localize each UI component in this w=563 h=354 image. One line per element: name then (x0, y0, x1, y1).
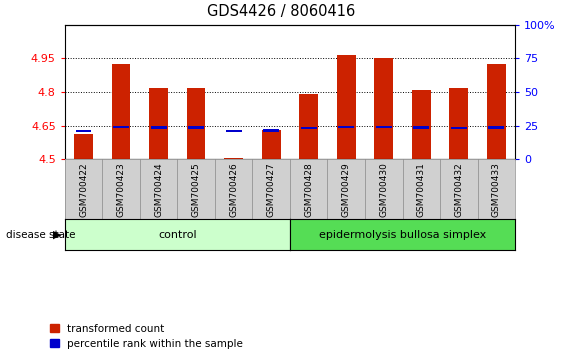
Text: GSM700424: GSM700424 (154, 162, 163, 217)
Bar (188, 126, 204, 129)
Text: ▶: ▶ (53, 229, 62, 240)
Bar (113, 126, 129, 129)
Text: GSM700428: GSM700428 (304, 162, 313, 217)
Bar (413, 126, 430, 129)
Bar (300, 94, 318, 159)
Bar (263, 130, 279, 132)
Text: GSM700431: GSM700431 (417, 162, 426, 217)
Bar (374, 58, 393, 159)
Bar (451, 127, 467, 129)
Bar (449, 87, 468, 159)
Bar (262, 130, 280, 159)
Bar (412, 90, 431, 159)
Bar (149, 87, 168, 159)
Text: GSM700426: GSM700426 (229, 162, 238, 217)
Bar (376, 126, 392, 129)
Text: GSM700422: GSM700422 (79, 162, 88, 217)
Bar (226, 130, 242, 132)
Text: control: control (158, 229, 196, 240)
Bar (338, 126, 354, 128)
Text: GSM700427: GSM700427 (267, 162, 276, 217)
Bar (75, 130, 92, 132)
Bar (111, 64, 131, 159)
Text: GSM700423: GSM700423 (117, 162, 126, 217)
Text: GSM700429: GSM700429 (342, 162, 351, 217)
Bar (224, 158, 243, 159)
Text: GDS4426 / 8060416: GDS4426 / 8060416 (207, 4, 356, 18)
Text: GSM700430: GSM700430 (379, 162, 388, 217)
Text: GSM700432: GSM700432 (454, 162, 463, 217)
Bar (151, 126, 167, 129)
Text: GSM700433: GSM700433 (492, 162, 501, 217)
Bar (487, 64, 506, 159)
Legend: transformed count, percentile rank within the sample: transformed count, percentile rank withi… (50, 324, 243, 349)
Bar (74, 133, 93, 159)
Bar (337, 55, 356, 159)
Text: disease state: disease state (6, 229, 75, 240)
Text: GSM700425: GSM700425 (191, 162, 200, 217)
Bar (488, 126, 504, 129)
Bar (187, 87, 205, 159)
Text: epidermolysis bullosa simplex: epidermolysis bullosa simplex (319, 229, 486, 240)
Bar (301, 127, 316, 130)
